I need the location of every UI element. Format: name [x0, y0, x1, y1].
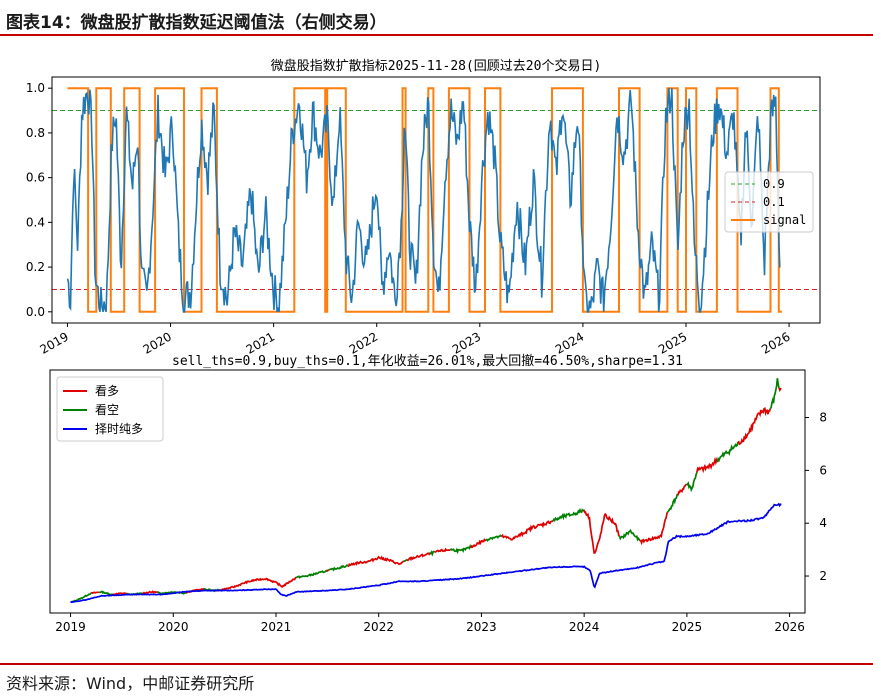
x-tick-label: 2019: [38, 329, 71, 356]
short-segment: [295, 569, 328, 579]
bottom-rule: [0, 663, 873, 665]
legend-label: 看空: [95, 403, 119, 417]
x-tick-label: 2024: [553, 329, 586, 356]
y-tick-label: 6: [819, 463, 827, 477]
diffusion-chart: 微盘股指数扩散指标2025-11-28(回顾过去20个交易日) 0.0 0.2 0.4…: [26, 58, 821, 357]
short-segment: [716, 441, 739, 463]
y-tick-label: 0.6: [26, 171, 45, 185]
x-tick-label: 2025: [672, 620, 703, 634]
y-tick-label: 4: [819, 516, 827, 530]
y-tick-label: 0.4: [26, 215, 45, 229]
top-rule: [0, 34, 873, 36]
long-segment: [406, 552, 431, 562]
x-tick-label: 2025: [656, 329, 689, 356]
bottom-chart-title: sell_ths=0.9,buy_ths=0.1,年化收益=26.01%,最大回…: [172, 353, 683, 369]
legend-label: 0.9: [763, 177, 785, 191]
long-segment: [470, 538, 487, 549]
signal-line: [67, 87, 782, 313]
long-segment: [501, 520, 554, 541]
legend-label: 0.1: [763, 195, 785, 209]
long-segment: [583, 509, 621, 555]
short-segment: [429, 550, 436, 557]
legend-label: signal: [763, 213, 806, 227]
short-segment: [552, 507, 585, 523]
long-segment: [90, 591, 99, 595]
top-plot-frame: [51, 76, 821, 324]
x-tick-label: 2026: [759, 329, 792, 356]
x-tick-label: 2022: [347, 329, 380, 356]
long-segment: [677, 483, 688, 496]
short-segment: [769, 378, 780, 410]
x-tick-label: 2020: [141, 329, 174, 356]
x-tick-label: 2026: [774, 620, 805, 634]
bottom-legend-box: [56, 376, 164, 442]
x-tick-label: 2021: [244, 329, 277, 356]
x-tick-label: 2023: [450, 329, 483, 356]
legend-label: 择时纯多: [95, 422, 143, 436]
y-tick-label: 8: [819, 411, 827, 425]
short-segment: [618, 528, 641, 542]
x-tick-label: 2020: [158, 620, 189, 634]
short-segment: [403, 558, 408, 563]
long-segment: [696, 456, 719, 474]
long-segment: [112, 592, 127, 596]
y-tick-label: 1.0: [26, 81, 45, 95]
y-tick-label: 2: [819, 569, 827, 583]
long-segment: [434, 547, 451, 554]
diffusion-index-line: [66, 88, 781, 313]
figure-title: 图表14：微盘股扩散指数延迟阈值法（右侧交易）: [6, 13, 387, 33]
short-segment: [449, 544, 472, 555]
long-segment: [218, 576, 297, 592]
y-tick-label: 0.2: [26, 260, 45, 274]
short-segment: [328, 563, 349, 572]
x-tick-label: 2023: [466, 620, 497, 634]
long-segment: [326, 569, 330, 573]
source-note: 资料来源：Wind，中邮证券研究所: [6, 674, 255, 693]
x-tick-label: 2019: [55, 620, 86, 634]
bottom-plot-frame: [49, 369, 806, 614]
timing-long-only-line: [70, 502, 782, 604]
short-segment: [99, 590, 114, 596]
long-segment: [737, 407, 772, 446]
short-segment: [686, 472, 698, 493]
top-legend-box: [724, 171, 814, 233]
x-tick-label: 2022: [363, 620, 394, 634]
short-segment: [485, 534, 503, 543]
long-segment: [639, 511, 669, 546]
y-tick-label: 0.0: [26, 305, 45, 319]
long-segment: [347, 555, 405, 568]
equity-curve-chart: sell_ths=0.9,buy_ths=0.1,年化收益=26.01%,最大回…: [49, 353, 827, 634]
x-tick-label: 2024: [569, 620, 600, 634]
legend-label: 看多: [95, 384, 119, 398]
short-segment: [666, 493, 679, 513]
long-segment: [141, 590, 158, 595]
long-segment: [778, 387, 782, 393]
y-tick-label: 0.8: [26, 126, 45, 140]
top-chart-title: 微盘股指数扩散指标2025-11-28(回顾过去20个交易日): [271, 58, 602, 74]
x-tick-label: 2021: [261, 620, 292, 634]
